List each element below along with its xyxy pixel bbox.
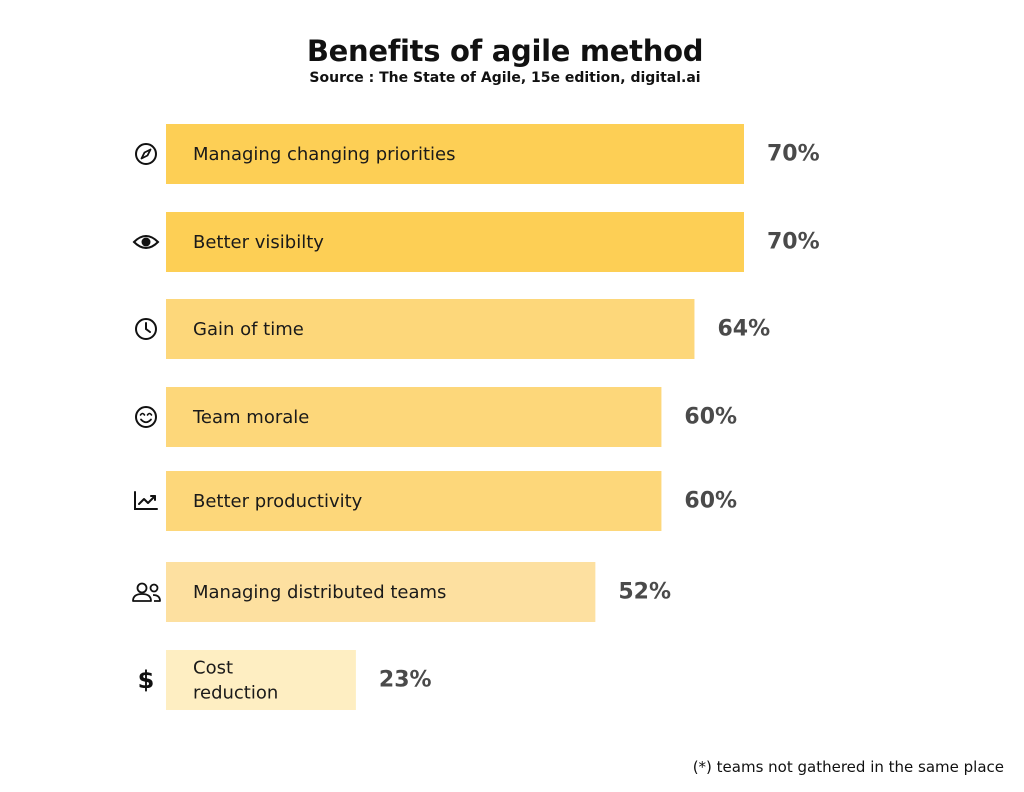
category-label-line: reduction xyxy=(193,682,278,703)
trend-chart-icon xyxy=(134,491,158,510)
category-label-line: Managing distributed teams xyxy=(193,582,446,603)
value-label: 52% xyxy=(618,580,671,605)
chart-title: Benefits of agile method xyxy=(306,34,704,68)
smiley-icon xyxy=(135,406,157,428)
category-label: Managing changing priorities xyxy=(193,144,455,165)
category-label-line: Gain of time xyxy=(193,319,304,340)
category-label: Better productivity xyxy=(193,491,363,512)
category-label-line: Team morale xyxy=(192,407,309,428)
eye-icon xyxy=(132,235,160,249)
chart-subtitle: Source : The State of Agile, 15e edition… xyxy=(309,70,701,86)
clock-icon xyxy=(135,318,157,340)
bar-7 xyxy=(166,650,356,710)
category-label: Cost reduction xyxy=(193,657,278,703)
category-label-line: Managing changing priorities xyxy=(193,144,455,165)
category-label-line: Cost xyxy=(193,657,233,678)
value-label: 60% xyxy=(684,489,737,514)
value-label: 60% xyxy=(684,405,737,430)
category-label-line: Better visibilty xyxy=(193,232,324,253)
category-label-line: Better productivity xyxy=(193,491,363,512)
category-label: Team morale xyxy=(192,407,309,428)
value-label: 70% xyxy=(767,230,820,255)
value-label: 64% xyxy=(717,317,770,342)
bar-6 xyxy=(166,562,596,622)
footnote: (*) teams not gathered in the same place xyxy=(692,758,1004,776)
bar-4 xyxy=(166,387,662,447)
value-label: 70% xyxy=(767,142,820,167)
bar-3 xyxy=(166,299,695,359)
bar-1 xyxy=(166,124,744,184)
category-label: Better visibilty xyxy=(193,232,324,253)
category-label: Managing distributed teams xyxy=(193,582,446,603)
category-label: Gain of time xyxy=(193,319,304,340)
users-icon xyxy=(132,582,161,602)
dollar-icon: $ xyxy=(138,666,155,694)
bar-2 xyxy=(166,212,744,272)
value-label: 23% xyxy=(379,668,432,693)
svg-text:$: $ xyxy=(138,666,155,694)
bar-5 xyxy=(166,471,662,531)
compass-icon xyxy=(135,143,157,165)
